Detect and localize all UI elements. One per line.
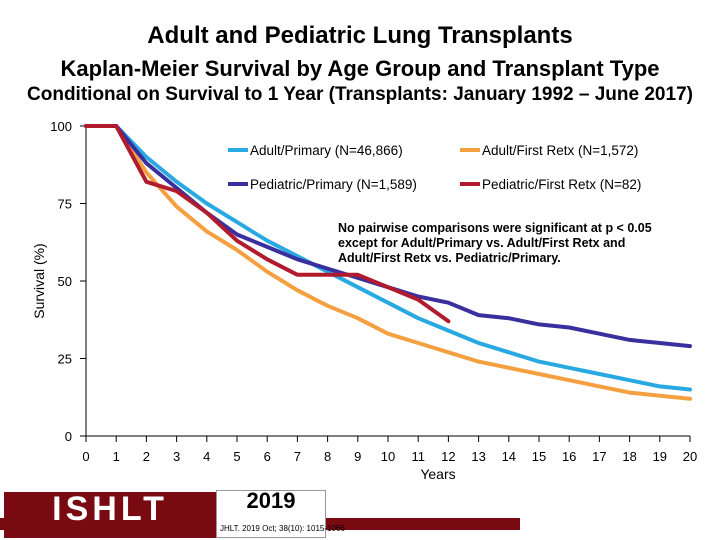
x-axis-label: Years bbox=[420, 466, 455, 482]
x-tick-label: 19 bbox=[653, 449, 667, 464]
series-line-0 bbox=[84, 124, 692, 392]
x-tick-label: 11 bbox=[411, 449, 425, 464]
x-tick-label: 4 bbox=[203, 449, 210, 464]
chart-subtitle: Kaplan-Meier Survival by Age Group and T… bbox=[60, 56, 660, 81]
x-tick-label: 5 bbox=[233, 449, 240, 464]
ishlt-logo bbox=[4, 492, 216, 538]
x-tick-label: 16 bbox=[562, 449, 576, 464]
y-axis-label: Survival (%) bbox=[31, 243, 47, 318]
legend-label-2: Pediatric/Primary (N=1,589) bbox=[250, 177, 417, 192]
x-tick-label: 14 bbox=[502, 449, 516, 464]
legend-label-1: Adult/First Retx (N=1,572) bbox=[482, 143, 638, 158]
y-tick-label: 75 bbox=[58, 197, 72, 212]
x-tick-label: 15 bbox=[532, 449, 546, 464]
x-tick-label: 20 bbox=[683, 449, 697, 464]
x-tick-label: 12 bbox=[441, 449, 455, 464]
chart-title: Adult and Pediatric Lung Transplants bbox=[147, 22, 573, 49]
series-line-1 bbox=[84, 124, 692, 401]
series-line-3 bbox=[84, 124, 451, 324]
footer-citation: JHLT. 2019 Oct; 38(10): 1015-1066 bbox=[220, 524, 345, 533]
x-tick-label: 2 bbox=[143, 449, 150, 464]
x-tick-label: 10 bbox=[381, 449, 395, 464]
significance-note: No pairwise comparisons were significant… bbox=[338, 221, 652, 265]
footer-year-box bbox=[216, 490, 326, 538]
y-tick-label: 0 bbox=[65, 429, 72, 444]
x-tick-label: 6 bbox=[264, 449, 271, 464]
y-tick-label: 100 bbox=[50, 119, 72, 134]
ishlt-logo-text: ISHLT bbox=[52, 490, 168, 528]
x-tick-label: 9 bbox=[354, 449, 361, 464]
x-tick-label: 8 bbox=[324, 449, 331, 464]
x-tick-label: 0 bbox=[82, 449, 89, 464]
x-tick-label: 7 bbox=[294, 449, 301, 464]
legend-label-0: Adult/Primary (N=46,866) bbox=[250, 143, 403, 158]
y-tick-label: 50 bbox=[58, 274, 72, 289]
legend-label-3: Pediatric/First Retx (N=82) bbox=[482, 177, 641, 192]
x-tick-label: 18 bbox=[622, 449, 636, 464]
x-tick-label: 1 bbox=[113, 449, 120, 464]
chart-subsubtitle: Conditional on Survival to 1 Year (Trans… bbox=[27, 84, 693, 105]
x-tick-label: 17 bbox=[592, 449, 606, 464]
x-tick-label: 3 bbox=[173, 449, 180, 464]
series-layer bbox=[84, 124, 692, 401]
chart-legend: Adult/Primary (N=46,866) Adult/First Retx… bbox=[228, 143, 641, 192]
y-tick-label: 25 bbox=[58, 352, 72, 367]
footer-year: 2019 bbox=[246, 488, 296, 513]
x-tick-label: 13 bbox=[471, 449, 485, 464]
